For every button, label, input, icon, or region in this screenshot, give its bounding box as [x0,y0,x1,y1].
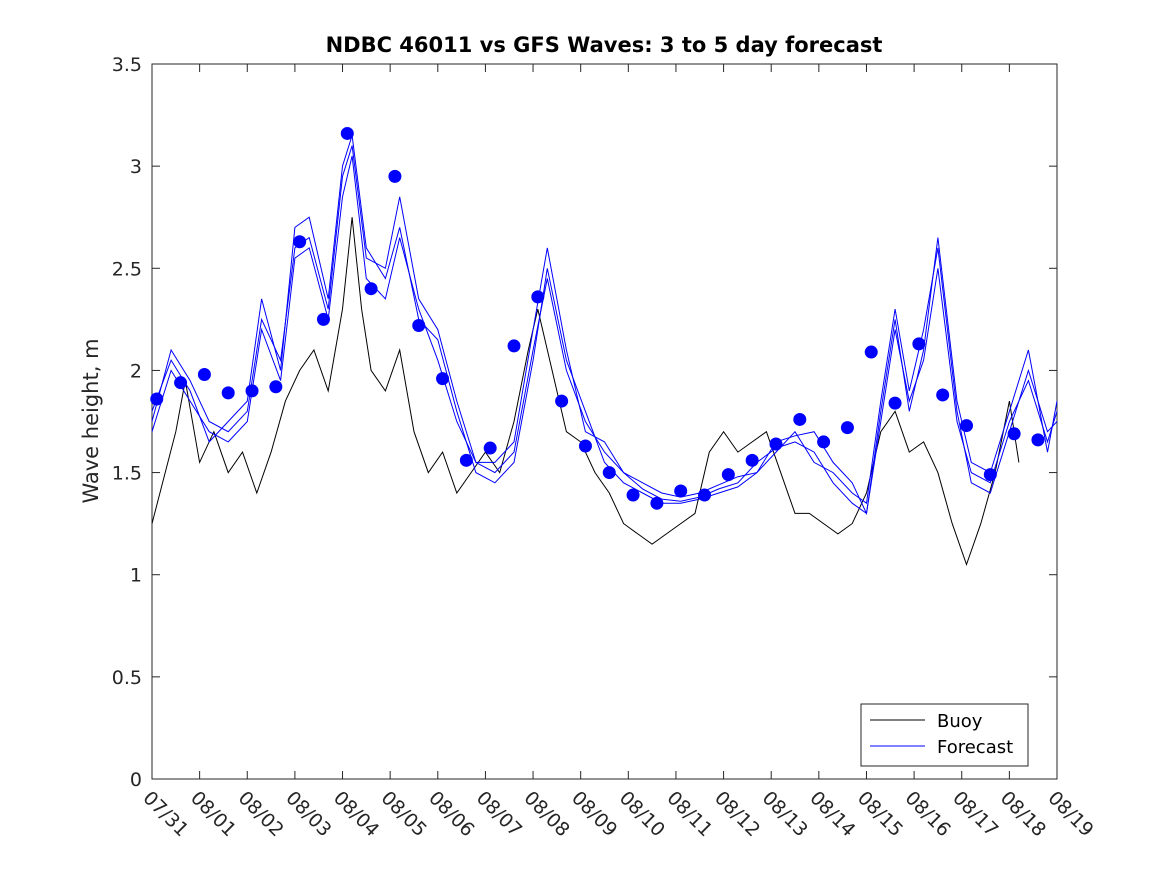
forecast-point [578,439,592,453]
forecast-point [912,337,926,351]
y-tick-label: 3.5 [112,54,142,76]
forecast-point [388,169,402,183]
forecast-point [531,290,545,304]
forecast-point [983,468,997,482]
forecast-point [698,488,712,502]
forecast-points [150,126,1045,510]
y-axis-label: Wave height, m [79,338,103,503]
plot-area [151,63,1058,780]
forecast-point [793,412,807,426]
y-tick-label: 2.5 [112,258,142,280]
forecast-point [459,453,473,467]
forecast-point [721,468,735,482]
y-tick-label: 1.5 [112,463,142,485]
forecast-point [650,496,664,510]
forecast-point [626,488,640,502]
forecast-point [936,388,950,402]
forecast-point [888,396,902,410]
chart-title: NDBC 46011 vs GFS Waves: 3 to 5 day fore… [326,33,883,57]
forecast-line-3 [151,155,1058,516]
forecast-point [245,384,259,398]
y-tick-label: 1 [130,565,142,587]
y-tick-label: 0 [130,769,142,791]
forecast-point [769,437,783,451]
legend-box [860,703,1029,767]
legend: Buoy Forecast [860,703,1029,767]
forecast-point [150,392,164,406]
forecast-point [316,312,330,326]
forecast-point [269,380,283,394]
forecast-point [412,318,426,332]
y-tick-label: 0.5 [112,667,142,689]
y-tick-label: 3 [130,156,142,178]
forecast-point [221,386,235,400]
forecast-point [293,235,307,249]
forecast-point [864,345,878,359]
forecast-point [602,466,616,480]
forecast-point [340,126,354,140]
forecast-point [1007,427,1021,441]
forecast-point [174,376,188,390]
legend-buoy-label: Buoy [937,711,983,732]
forecast-point [436,372,450,386]
forecast-point [840,421,854,435]
forecast-point [483,441,497,455]
forecast-line-2 [151,135,1058,505]
forecast-point [674,484,688,498]
forecast-point [960,419,973,433]
forecast-point [555,394,569,408]
forecast-point [1031,433,1045,447]
y-axis: 0 0.5 1 1.5 2 2.5 3 3.5 [112,54,1057,791]
forecast-point [745,453,759,467]
y-tick-label: 2 [130,360,142,382]
forecast-point [197,368,211,382]
legend-forecast-label: Forecast [937,737,1013,758]
forecast-point [507,339,521,353]
forecast-point [364,282,378,296]
forecast-point [817,435,831,449]
